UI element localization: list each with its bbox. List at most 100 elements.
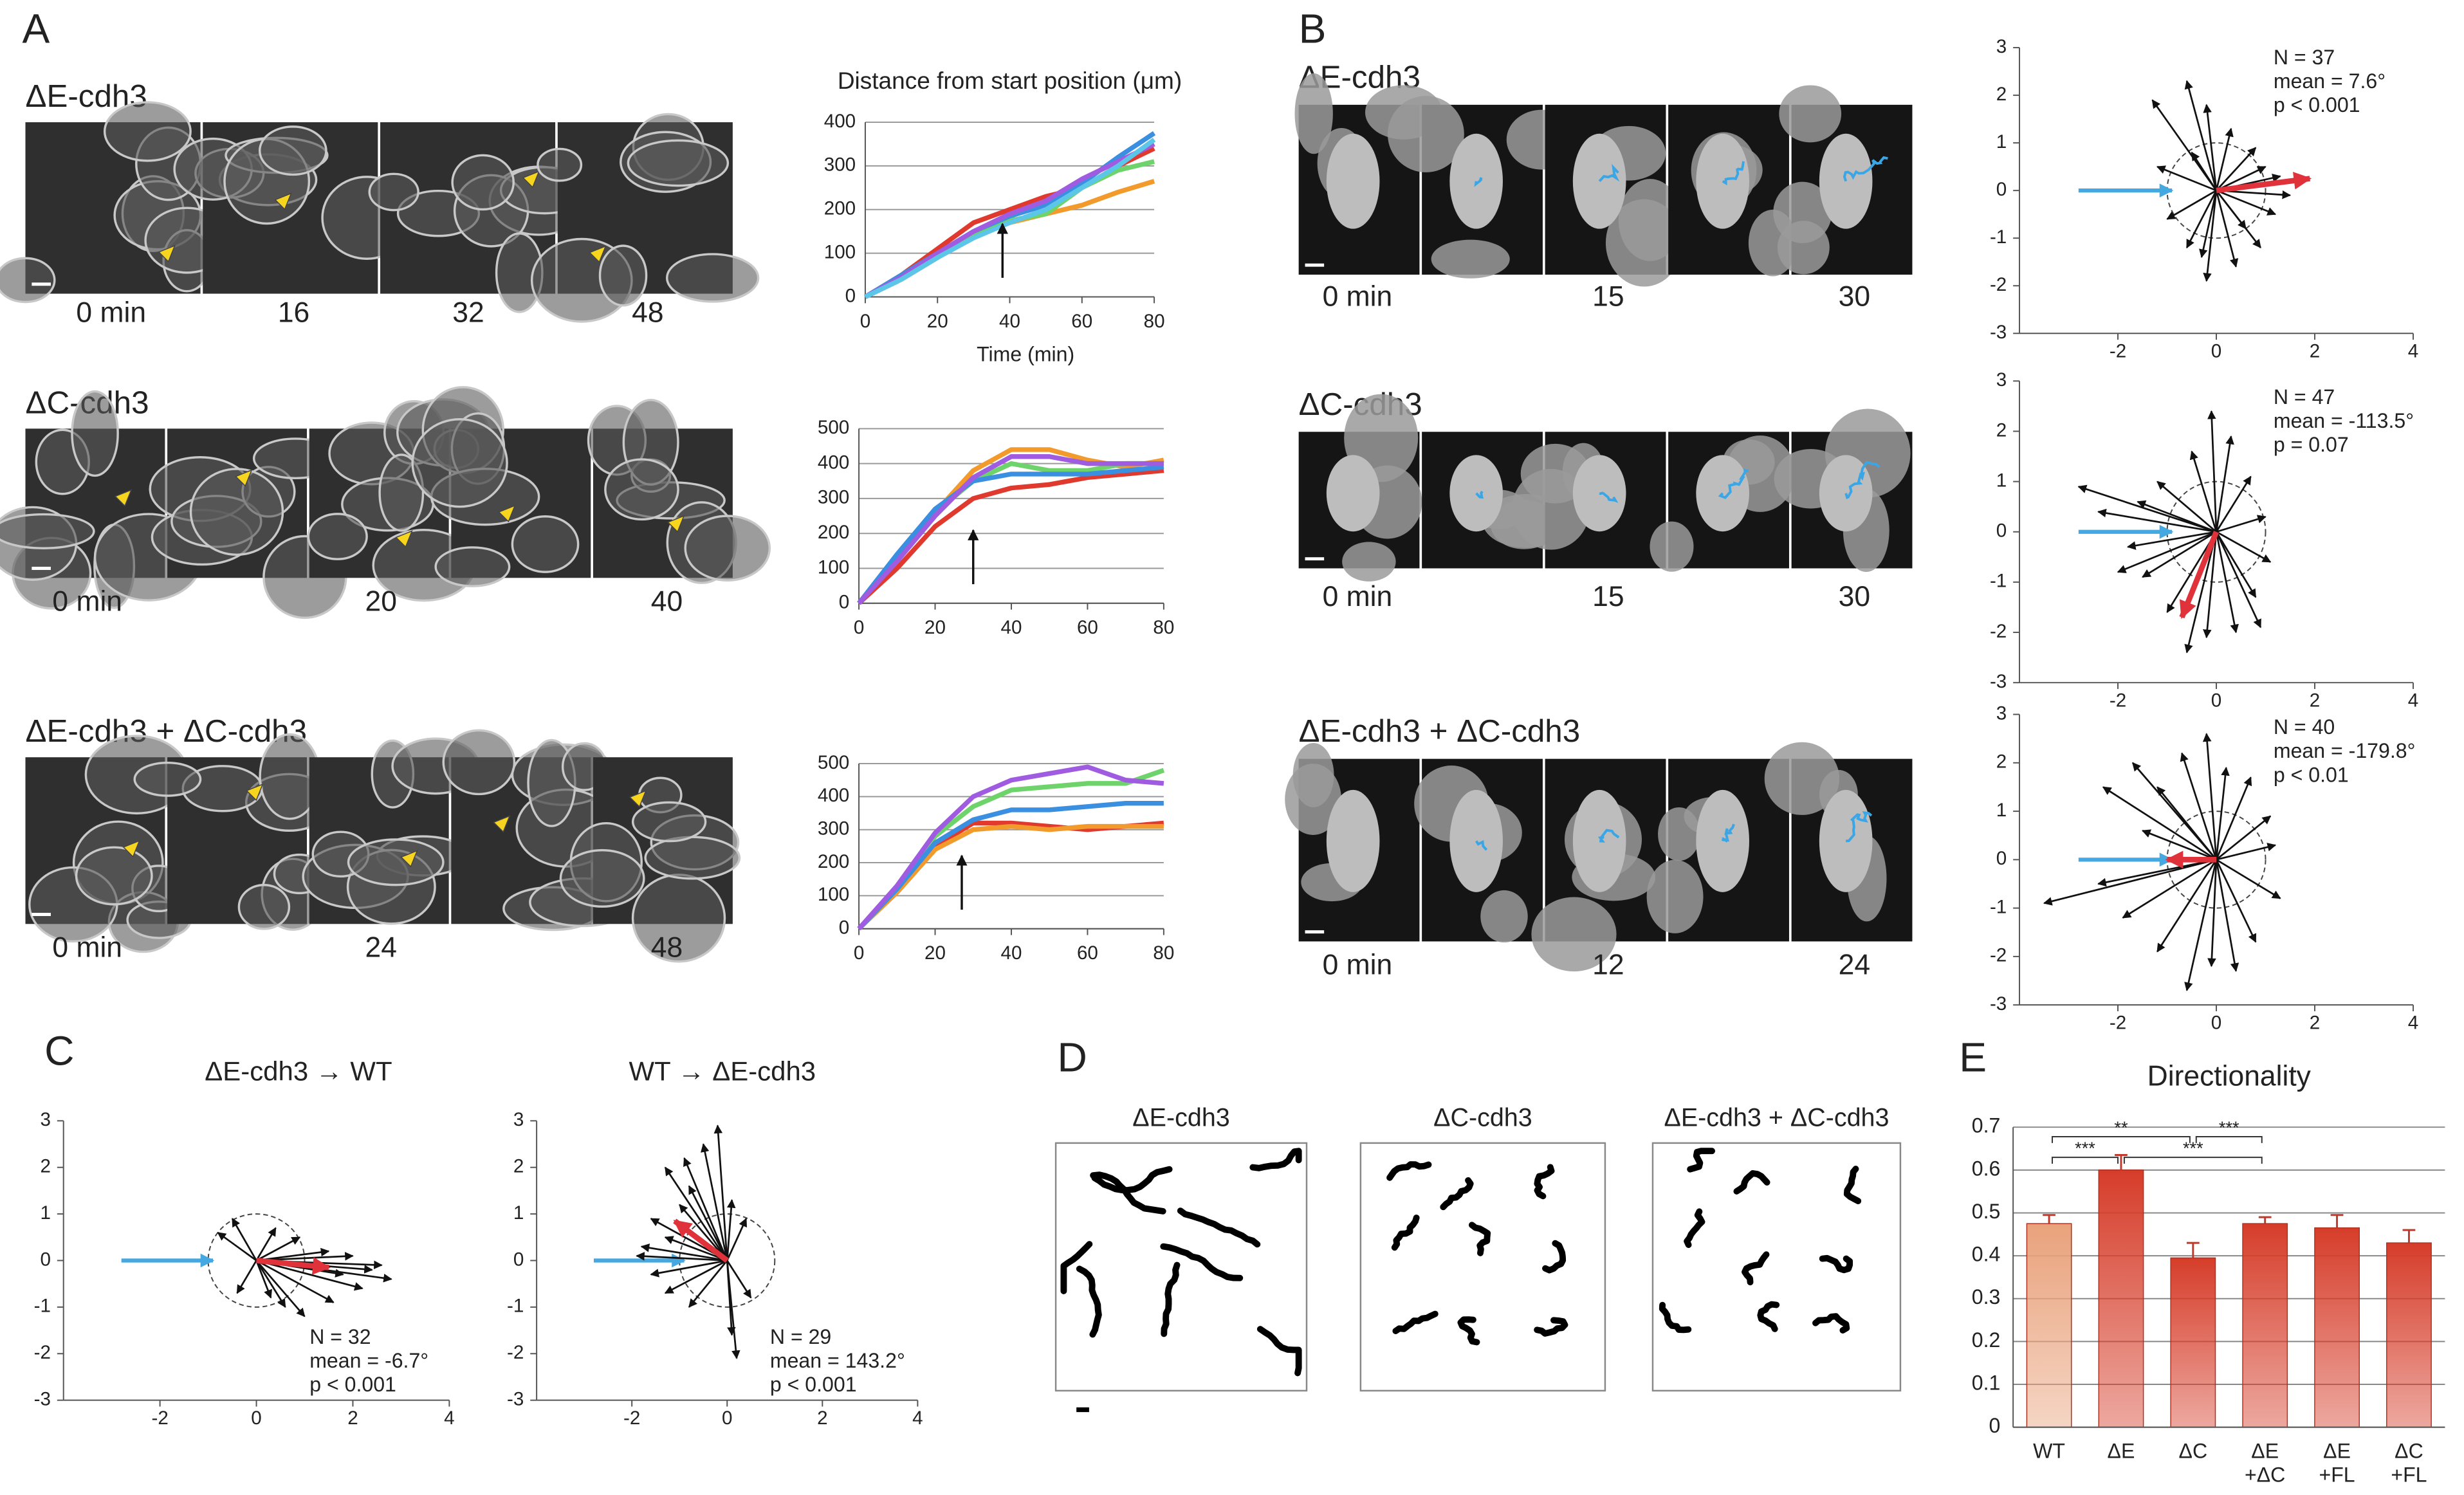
arrowhead-marker (235, 469, 253, 487)
mean-vector (2216, 172, 2312, 194)
error-bar (2402, 1229, 2416, 1243)
y-tick-label: 0.1 (1972, 1371, 2001, 1394)
bar (2098, 1169, 2144, 1428)
cell-track (1474, 177, 1483, 187)
vector (231, 1218, 257, 1261)
series-line (857, 468, 1164, 605)
cell-outline (511, 515, 580, 573)
cell-outline (71, 390, 119, 477)
x-tick-label: ΔE (2108, 1440, 2135, 1463)
x-tick-label: 2 (817, 1408, 827, 1429)
vector (640, 1243, 728, 1261)
vector (2215, 190, 2247, 230)
vector (713, 1124, 728, 1261)
arrowhead-marker (114, 489, 133, 507)
arrowhead-marker (246, 783, 264, 802)
vector (726, 1260, 752, 1299)
x-tick-label: 0 (860, 311, 870, 332)
arrowhead-marker (122, 839, 140, 858)
y-tick-label: -3 (1990, 322, 2007, 343)
vector (2097, 508, 2217, 533)
cell (1777, 221, 1830, 275)
vector (2215, 531, 2262, 628)
cell-track (1733, 1170, 1770, 1195)
error-bar (2186, 1242, 2200, 1258)
y-tick-label: 0 (845, 285, 856, 306)
y-tick-label: 0.5 (1972, 1200, 2001, 1223)
y-tick-label: 3 (1996, 702, 2007, 724)
vector (2215, 776, 2252, 860)
y-tick-label: 0 (1989, 1414, 2001, 1437)
y-tick-label: 100 (818, 556, 849, 578)
vector (2156, 859, 2218, 953)
arrowhead-marker (158, 244, 176, 262)
y-tick-label: -2 (34, 1342, 51, 1363)
time-label: 48 (651, 932, 683, 964)
cell (1605, 199, 1683, 287)
track-box (1054, 1142, 1308, 1392)
vector (701, 1143, 728, 1261)
time-label: 0 min (52, 586, 122, 618)
box-title: ΔC-cdh3 (1433, 1103, 1532, 1132)
vector (2184, 531, 2218, 654)
cell-outline (627, 139, 730, 187)
x-tick-label: 2 (347, 1408, 358, 1429)
stat-text: p < 0.001 (309, 1373, 396, 1396)
y-tick-label: 300 (824, 154, 856, 176)
x-tick-label: 20 (924, 617, 946, 638)
significance-bracket (2123, 1157, 2263, 1164)
vector (255, 1260, 306, 1317)
x-tick-label: 4 (2408, 690, 2418, 711)
panel-letter: B (1299, 5, 1327, 51)
x-tick-label: 2 (2310, 690, 2320, 711)
significance-label: ** (2114, 1117, 2128, 1137)
cell-track (1160, 1243, 1244, 1281)
time-label: 32 (452, 297, 484, 328)
x-tick-label: 4 (912, 1408, 923, 1429)
y-tick-label: -3 (1990, 993, 2007, 1014)
vector (726, 1260, 736, 1336)
vector (2215, 435, 2234, 532)
x-tick-label: 0 (722, 1408, 732, 1429)
cell (1531, 897, 1617, 972)
cell-track (1598, 163, 1620, 183)
cell-track (1684, 1208, 1705, 1248)
significance-bracket (2195, 1136, 2263, 1143)
cell-outline (604, 458, 679, 521)
vector (2097, 859, 2217, 887)
bar (2386, 1242, 2432, 1428)
y-tick-label: 0.6 (1972, 1157, 2001, 1180)
vector (2203, 104, 2218, 191)
track-box (1359, 1142, 1606, 1392)
cell-track (1534, 1164, 1555, 1200)
cell-outline (598, 244, 648, 307)
y-tick-label: -2 (1990, 945, 2007, 966)
time-label: 0 min (52, 932, 122, 964)
stat-text: p < 0.001 (2274, 93, 2360, 116)
y-tick-label: 2 (513, 1156, 524, 1177)
vector (2137, 500, 2217, 533)
vector (2202, 733, 2218, 860)
vector (255, 1260, 335, 1303)
x-tick-label: WT (2033, 1440, 2065, 1463)
cell-track (1687, 1148, 1715, 1173)
row-label: ΔE-cdh3 + ΔC-cdh3 (1299, 713, 1581, 749)
cell (1285, 764, 1341, 835)
y-tick-label: 1 (513, 1202, 524, 1224)
panel-letter: C (44, 1028, 74, 1074)
cell-track (1599, 491, 1619, 503)
time-label: 16 (278, 297, 309, 328)
cell-track (1843, 1166, 1862, 1204)
vector (2166, 189, 2217, 220)
cell-track (1090, 1171, 1166, 1215)
cell-track (1843, 156, 1888, 182)
cell-outline (411, 418, 508, 508)
y-tick-label: -2 (1990, 274, 2007, 295)
x-tick-label: 40 (1001, 617, 1022, 638)
x-tick-label: +ΔC (2245, 1463, 2285, 1487)
cell (1326, 789, 1380, 892)
vector (2215, 859, 2257, 943)
cell-outline (434, 546, 511, 587)
cell (1294, 73, 1333, 154)
vector (2216, 531, 2272, 563)
